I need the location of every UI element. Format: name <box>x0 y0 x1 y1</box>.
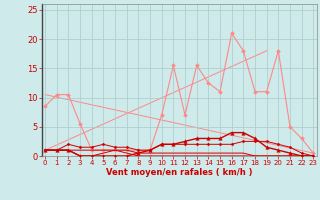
X-axis label: Vent moyen/en rafales ( km/h ): Vent moyen/en rafales ( km/h ) <box>106 168 252 177</box>
